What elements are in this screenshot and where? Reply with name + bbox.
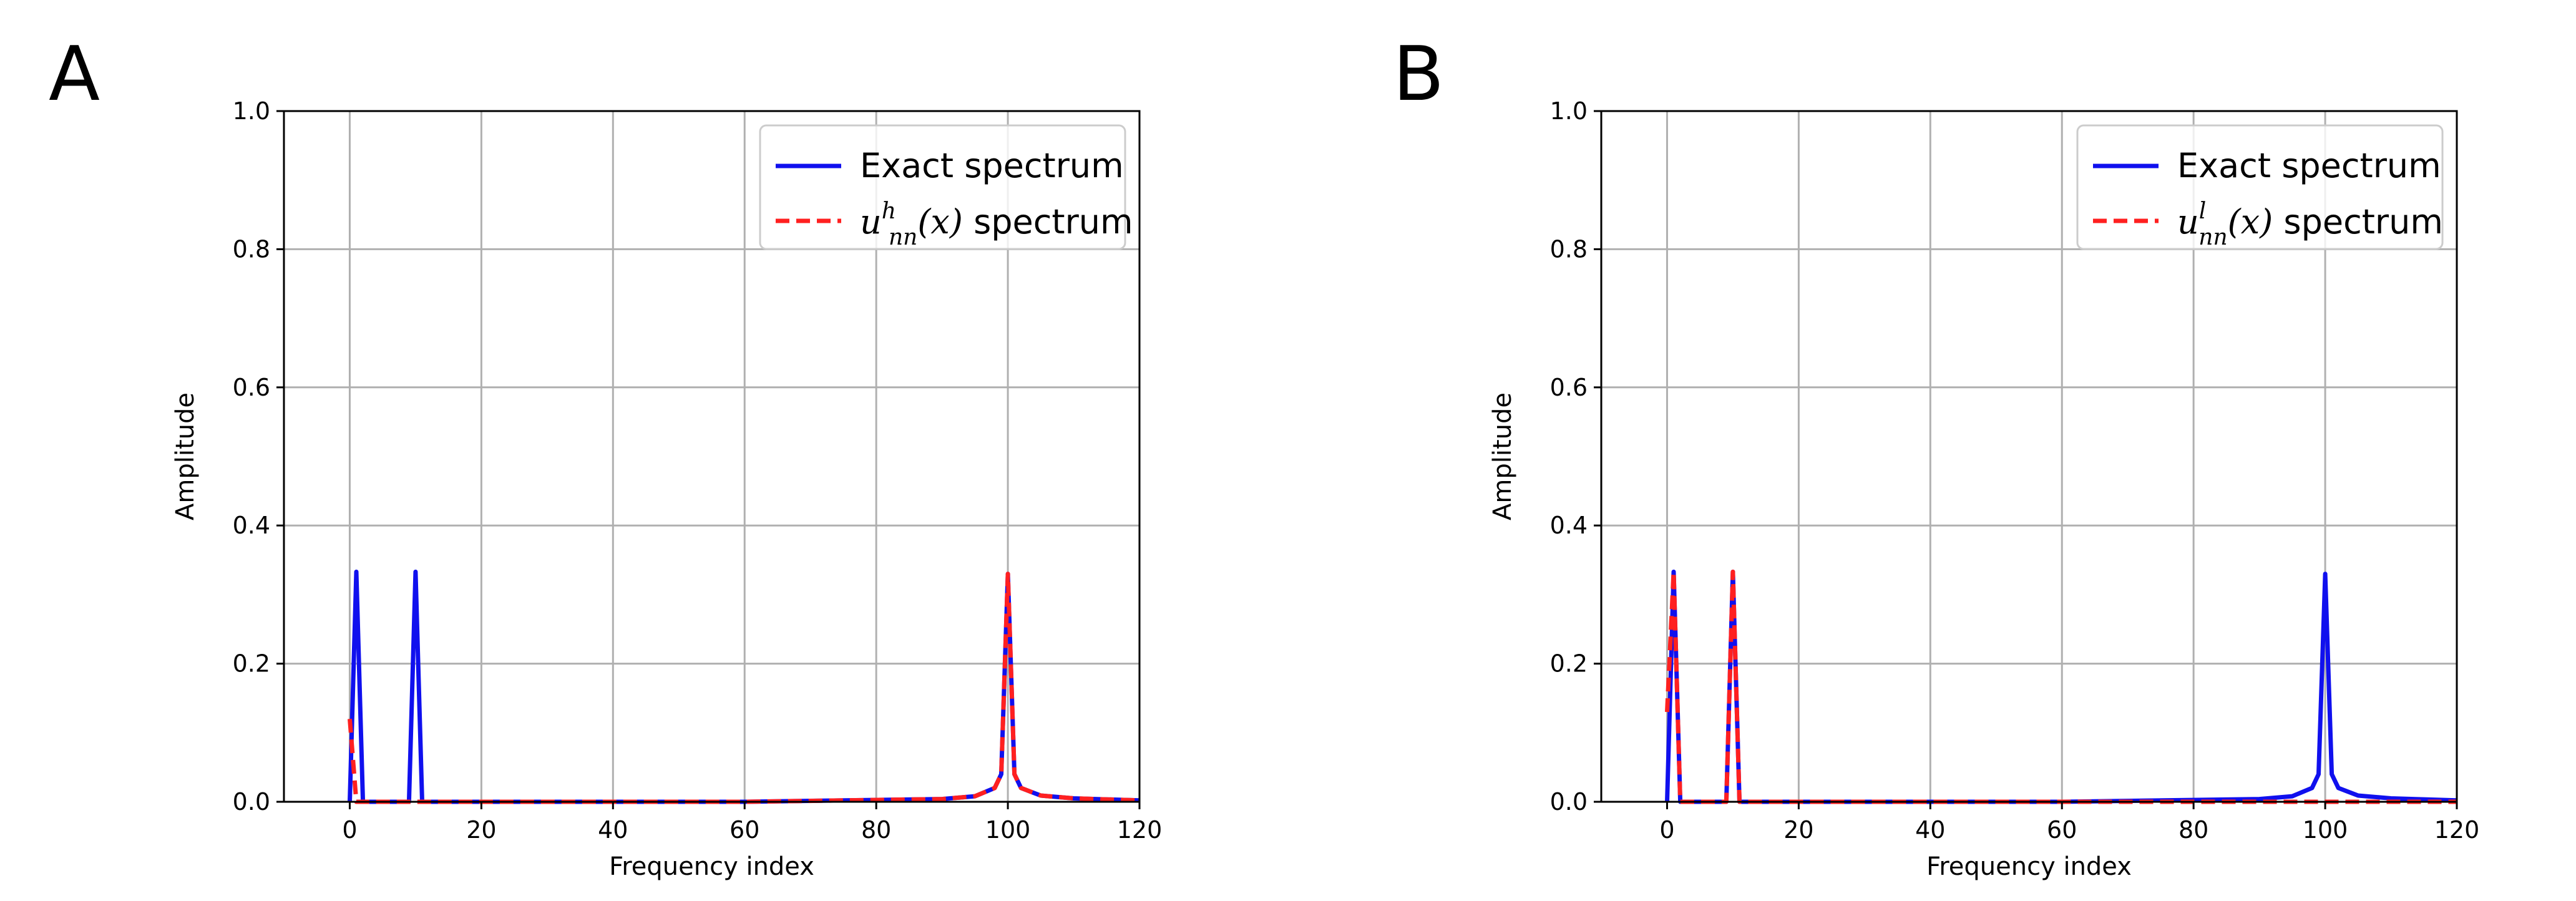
chart-b-xtick-label: 40 — [1915, 816, 1945, 844]
chart-a-legend-box — [759, 124, 1126, 250]
chart-b-xtick-label: 60 — [2047, 816, 2077, 844]
chart-panel-a: 0 20 40 60 80 100 120 0.0 0.2 0.4 0.6 0.8 1.0 Frequen… — [171, 97, 1162, 881]
chart-a-ylabel: Amplitude — [171, 392, 200, 520]
chart-b-ytick-label: 0.0 — [1550, 788, 1588, 816]
panel-letter-b: B — [1393, 31, 1444, 118]
chart-b-ytick-label: 0.6 — [1550, 374, 1588, 401]
chart-b-xtick-label: 20 — [1783, 816, 1813, 844]
panel-letter-a: A — [49, 31, 100, 118]
chart-b-xtick-label: 0 — [1659, 816, 1674, 844]
chart-b-ytick-label: 0.2 — [1550, 650, 1588, 678]
chart-a-xtick-label: 20 — [466, 816, 496, 844]
chart-b-xlabel: Frequency index — [1926, 852, 2132, 881]
chart-b-ytick-label: 0.8 — [1550, 235, 1588, 263]
chart-a-axes-frame — [283, 110, 1141, 803]
chart-b-legend-box — [2076, 124, 2444, 250]
chart-a-xtick-label: 60 — [729, 816, 759, 844]
chart-b-xtick-label: 100 — [2303, 816, 2348, 844]
chart-a-xtick-label: 120 — [1117, 816, 1163, 844]
chart-b-xtick-label: 80 — [2178, 816, 2208, 844]
chart-b-ytick-label: 0.4 — [1550, 512, 1588, 539]
chart-b-axes-frame — [1600, 110, 2458, 803]
chart-a-xtick-label: 40 — [598, 816, 628, 844]
chart-a-ytick-label: 0.4 — [233, 512, 270, 539]
chart-a-ytick-label: 1.0 — [233, 97, 270, 125]
chart-a-ytick-label: 0.2 — [233, 650, 270, 678]
chart-a-xlabel: Frequency index — [609, 852, 814, 881]
chart-a-xtick-label: 0 — [342, 816, 357, 844]
chart-b-legend-nn-label: ul nn(x) spectrum — [2177, 198, 2443, 250]
chart-b-legend-exact-label: Exact spectrum — [2177, 146, 2441, 185]
chart-a-xtick-label: 80 — [861, 816, 891, 844]
chart-panel-b: 0 20 40 60 80 100 120 0.0 0.2 0.4 0.6 0.8 1.0 Frequen… — [1488, 97, 2479, 881]
chart-a-ytick-label: 0.6 — [233, 374, 270, 401]
chart-a-legend-nn-label: uh nn(x) spectrum — [860, 198, 1133, 250]
chart-a-ytick-label: 0.8 — [233, 235, 270, 263]
chart-a-ytick-label: 0.0 — [233, 788, 270, 816]
chart-b-ylabel: Amplitude — [1488, 392, 1517, 520]
chart-a-xtick-label: 100 — [985, 816, 1031, 844]
chart-a-legend-exact-label: Exact spectrum — [860, 146, 1124, 185]
chart-b-xtick-label: 120 — [2434, 816, 2480, 844]
chart-b-ytick-label: 1.0 — [1550, 97, 1588, 125]
